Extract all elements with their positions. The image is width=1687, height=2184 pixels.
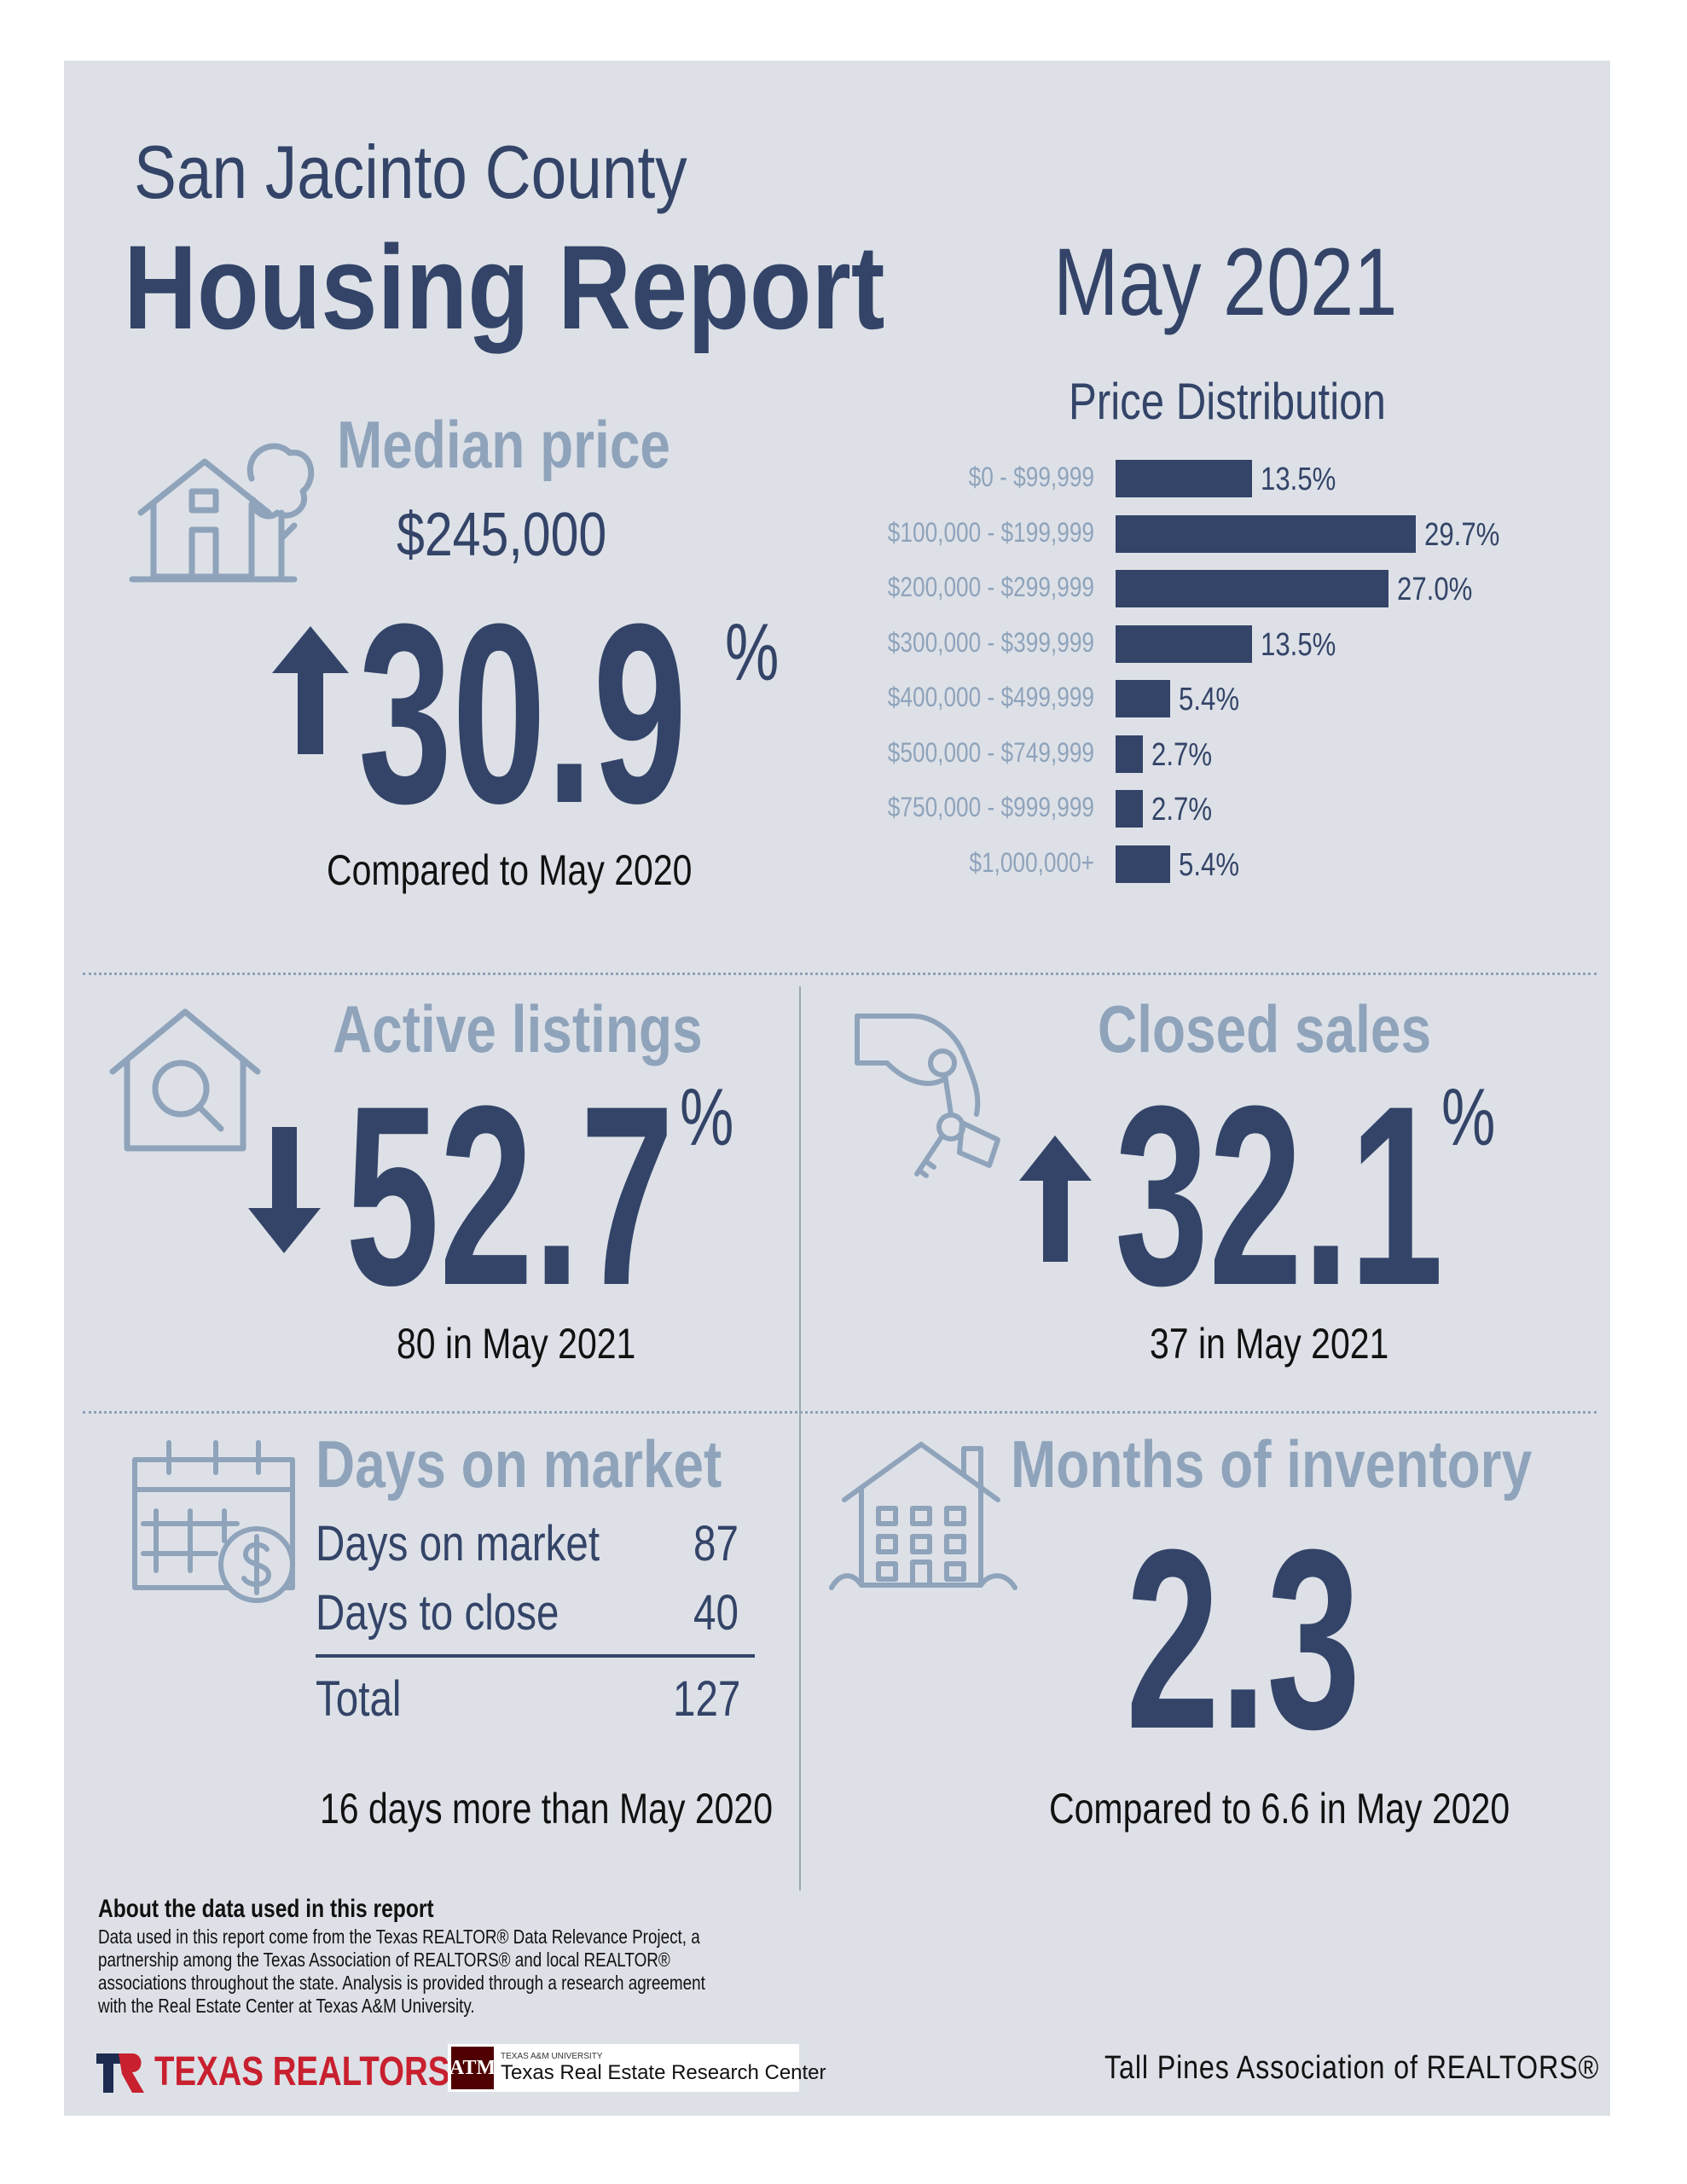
association-name: Tall Pines Association of REALTORS® (1104, 2050, 1600, 2086)
calendar-dollar-icon (130, 1438, 301, 1609)
days-total-value: 127 (673, 1671, 741, 1727)
divider-top (83, 973, 1597, 975)
price-category-label: $100,000 - $199,999 (887, 516, 1094, 548)
price-distribution-value-label: 13.5% (1261, 626, 1336, 663)
median-price-value: $245,000 (397, 501, 607, 569)
arrow-up-icon (272, 626, 349, 754)
closed-sales-change: 32.1 (1115, 1052, 1444, 1339)
active-listings-percent-sign: % (680, 1072, 734, 1163)
price-distribution-bar (1116, 570, 1388, 607)
price-category-label: $200,000 - $299,999 (887, 572, 1094, 602)
months-inventory-heading: Months of inventory (1011, 1426, 1533, 1502)
apartment-building-icon (827, 1436, 1019, 1598)
days-total-label: Total (316, 1671, 402, 1727)
price-category-label: $0 - $99,999 (968, 462, 1094, 492)
about-data-line-2: partnership among the Texas Association … (98, 1949, 670, 1971)
days-on-market-row-value: 87 (693, 1516, 739, 1571)
price-distribution-value-label: 29.7% (1424, 516, 1500, 553)
price-category-label: $300,000 - $399,999 (887, 626, 1094, 658)
median-price-percent-sign: % (725, 607, 780, 698)
county-title: San Jacinto County (134, 130, 687, 214)
months-inventory-value: 2.3 (1126, 1496, 1361, 1782)
texas-realtors-mark-icon (96, 2053, 144, 2093)
days-to-close-row-value: 40 (693, 1585, 739, 1641)
report-title: Housing Report (124, 220, 885, 354)
report-month: May 2021 (1053, 229, 1398, 335)
price-distribution-title: Price Distribution (1069, 373, 1386, 430)
closed-sales-heading: Closed sales (1098, 991, 1432, 1066)
about-data-text: Data used in this report come from the T… (98, 1926, 797, 2018)
active-listings-heading: Active listings (333, 991, 703, 1066)
median-price-change: 30.9 (358, 570, 687, 857)
texas-am-logo: ATM TEXAS A&M UNIVERSITY Texas Real Esta… (448, 2044, 826, 2092)
price-category-label: $750,000 - $999,999 (887, 792, 1094, 822)
price-category-label: $1,000,000+ (969, 846, 1094, 878)
active-listings-caption: 80 in May 2021 (397, 1320, 636, 1368)
days-on-market-caption: 16 days more than May 2020 (320, 1785, 774, 1833)
about-data-line-4: with the Real Estate Center at Texas A&M… (98, 1995, 475, 2017)
days-on-market-heading: Days on market (316, 1426, 722, 1502)
arrow-down-icon (248, 1127, 321, 1253)
median-price-caption: Compared to May 2020 (327, 846, 693, 894)
price-distribution-bar (1116, 680, 1170, 717)
report-panel: San Jacinto County Housing Report May 20… (64, 61, 1610, 2116)
arrow-up-icon-2 (1019, 1136, 1092, 1262)
about-data-line-1: Data used in this report come from the T… (98, 1926, 700, 1948)
days-total-rule (316, 1654, 755, 1658)
house-search-icon (108, 1008, 262, 1153)
price-distribution-bar (1116, 514, 1416, 553)
price-distribution-value-label: 5.4% (1179, 682, 1240, 717)
texas-realtors-wordmark: TEXAS REALTORS (154, 2049, 450, 2094)
months-inventory-caption: Compared to 6.6 in May 2020 (1049, 1785, 1510, 1833)
active-listings-change: 52.7 (345, 1052, 675, 1339)
research-center-label: Texas Real Estate Research Center (501, 2060, 826, 2084)
price-distribution-chart: $0 - $99,999 13.5% $100,000 - $199,999 29.7… (64, 61, 1610, 999)
about-data-heading: About the data used in this report (98, 1895, 434, 1923)
price-distribution-value-label: 13.5% (1261, 462, 1336, 497)
hand-keys-icon (853, 1012, 1032, 1195)
price-distribution-bar (1116, 790, 1143, 828)
house-tree-icon (124, 419, 320, 590)
price-distribution-bar (1116, 735, 1143, 773)
price-distribution-bar (1116, 845, 1170, 883)
texas-am-university-label: TEXAS A&M UNIVERSITY (501, 2051, 603, 2061)
divider-middle (83, 1411, 1597, 1414)
price-category-label: $500,000 - $749,999 (887, 736, 1094, 768)
price-distribution-value-label: 2.7% (1151, 792, 1213, 828)
price-distribution-value-label: 5.4% (1179, 846, 1240, 883)
closed-sales-caption: 37 in May 2021 (1150, 1320, 1389, 1368)
closed-sales-percent-sign: % (1441, 1072, 1496, 1163)
price-distribution-value-label: 27.0% (1397, 572, 1473, 607)
price-category-label: $400,000 - $499,999 (887, 682, 1094, 712)
atm-mark-icon: ATM (449, 2047, 496, 2089)
texas-realtors-logo: TEXAS REALTORS (96, 2048, 524, 2095)
about-data-line-3: associations throughout the state. Analy… (98, 1972, 705, 1994)
price-distribution-bar (1116, 624, 1252, 663)
days-to-close-row-label: Days to close (316, 1585, 559, 1641)
price-distribution-value-label: 2.7% (1151, 736, 1213, 773)
divider-vertical (799, 986, 801, 1891)
price-distribution-bar (1116, 460, 1252, 497)
median-price-heading: Median price (337, 407, 670, 482)
days-on-market-row-label: Days on market (316, 1516, 600, 1571)
